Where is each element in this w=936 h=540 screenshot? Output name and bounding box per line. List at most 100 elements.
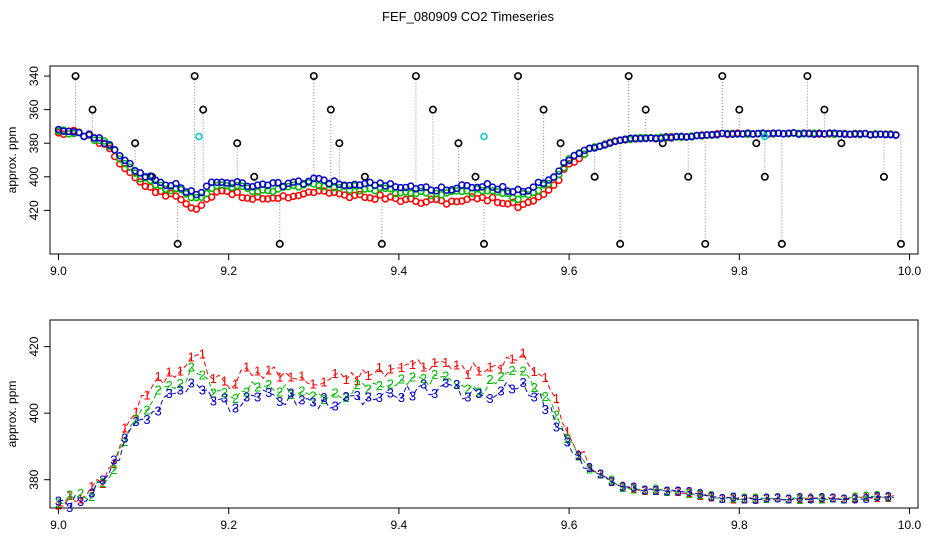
series-3-point [616,136,624,144]
series-2-marker: 2 [376,378,383,393]
reference-point [250,172,259,181]
series-2-marker: 2 [331,385,338,400]
series-2-marker: 2 [531,380,538,395]
series-3-point [876,130,885,138]
series-3-point [243,182,252,191]
series-2-marker: 2 [840,491,847,506]
series-1-marker: 1 [232,376,239,391]
series-1-marker: 1 [287,370,294,385]
series-1-point [498,199,507,208]
series-2-marker: 2 [442,368,449,383]
series-3-point [218,178,226,186]
series-2-line [58,366,894,504]
series-3-point [749,130,757,138]
series-3-marker: 3 [608,474,615,489]
series-3-point [820,130,829,138]
series-3-point [841,130,849,138]
series-1-point [427,195,435,203]
reference-point [377,239,386,248]
series-3-marker: 3 [752,492,759,507]
reference-point [752,139,761,148]
series-2-marker: 2 [652,481,659,496]
reference-point [411,72,420,81]
series-3-point [539,179,548,188]
series-3-marker: 3 [807,491,814,506]
series-3-point [652,134,660,143]
series-3-point [555,167,563,175]
series-3-point [417,183,425,192]
series-1-marker: 1 [376,360,383,375]
series-3-point [64,127,73,136]
x-tick-label: 9.0 [50,264,67,278]
series-3-marker: 3 [376,390,383,405]
x-tick-label: 9.6 [561,518,578,532]
series-3-point [800,129,808,137]
x-tick-label: 9.6 [561,264,578,278]
series-3-point [172,179,180,188]
x-tick-label: 9.4 [391,264,408,278]
series-2-marker: 2 [77,486,84,501]
series-3-line [58,381,894,509]
series-3-point [718,129,727,138]
series-1-marker: 1 [597,467,604,482]
series-2-marker: 2 [154,382,161,397]
reference-point [735,105,744,114]
series-2-marker: 2 [398,372,405,387]
flag-point [480,132,488,141]
series-2-marker: 2 [564,431,571,446]
series-2-point [345,186,354,194]
series-1-marker: 1 [221,374,228,389]
series-2-marker: 2 [520,364,527,379]
series-1-marker: 1 [166,364,173,379]
series-1-point [401,195,410,204]
series-3-marker: 3 [154,403,161,418]
series-3-marker: 3 [132,414,139,429]
series-3-point [90,134,99,142]
series-3-point [846,130,854,139]
x-tick-label: 9.2 [220,264,237,278]
series-2-marker: 2 [597,467,604,482]
series-3-marker: 3 [796,490,803,505]
series-3-point [728,130,737,138]
series-1-marker: 1 [265,363,272,378]
series-1-marker: 1 [774,490,781,505]
series-2-marker: 2 [608,473,615,488]
series-1-marker: 1 [77,491,84,506]
series-3-point [335,180,344,189]
series-1-point [529,197,538,205]
series-1-marker: 1 [398,360,405,375]
series-2-marker: 2 [508,363,515,378]
series-1-point [315,187,323,195]
series-3-point [110,146,119,154]
series-3-marker: 3 [77,494,84,509]
series-3-marker: 3 [486,391,493,406]
series-3-point [810,130,818,138]
series-1-point [192,205,201,213]
series-3-point [575,149,584,158]
series-1-marker: 1 [542,370,549,385]
series-1-marker: 1 [420,359,427,374]
series-2-marker: 2 [221,385,228,400]
series-3-marker: 3 [829,491,836,506]
reference-point [701,239,710,248]
y-tick-label: 340 [27,66,41,86]
series-3-point [647,134,655,142]
series-3-marker: 3 [287,385,294,400]
series-1-point [371,195,379,203]
flag-point [761,132,769,141]
series-1-point [258,195,267,203]
series-2-marker: 2 [486,372,493,387]
series-2-marker: 2 [243,384,250,399]
series-3-marker: 3 [730,490,737,505]
series-2-marker: 2 [586,461,593,476]
series-3-point [105,140,114,149]
plot-frame [49,319,919,509]
series-2-marker: 2 [166,378,173,393]
series-3-point [126,159,134,168]
series-1-point [488,193,497,202]
series-3-marker: 3 [309,395,316,410]
series-3-point [565,156,573,165]
reference-point [820,105,829,114]
reference-point [190,72,199,81]
series-3-marker: 3 [862,491,869,506]
